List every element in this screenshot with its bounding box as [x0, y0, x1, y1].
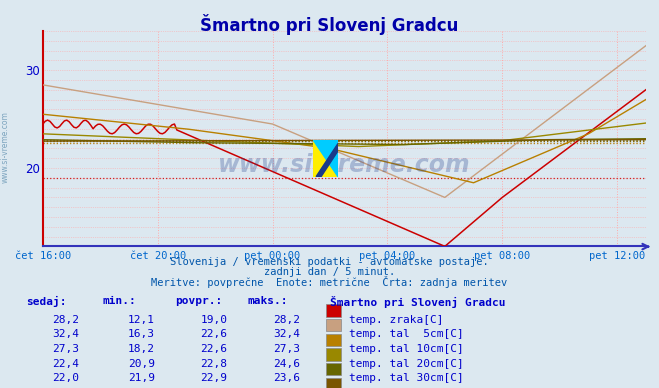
Polygon shape: [313, 140, 338, 177]
Text: 21,9: 21,9: [128, 373, 155, 383]
FancyBboxPatch shape: [326, 348, 341, 361]
Text: 20,9: 20,9: [128, 359, 155, 369]
Text: Meritve: povprečne  Enote: metrične  Črta: zadnja meritev: Meritve: povprečne Enote: metrične Črta:…: [152, 276, 507, 288]
Text: Šmartno pri Slovenj Gradcu: Šmartno pri Slovenj Gradcu: [330, 296, 505, 308]
FancyBboxPatch shape: [326, 319, 341, 331]
Text: 27,3: 27,3: [52, 344, 79, 354]
FancyBboxPatch shape: [326, 378, 341, 388]
Text: temp. tal 20cm[C]: temp. tal 20cm[C]: [349, 359, 463, 369]
Text: 27,3: 27,3: [273, 344, 300, 354]
Text: 28,2: 28,2: [52, 315, 79, 325]
Text: povpr.:: povpr.:: [175, 296, 222, 306]
Text: 19,0: 19,0: [200, 315, 227, 325]
Text: maks.:: maks.:: [247, 296, 287, 306]
Text: 22,6: 22,6: [200, 344, 227, 354]
Text: 22,8: 22,8: [200, 359, 227, 369]
Text: 18,2: 18,2: [128, 344, 155, 354]
Text: min.:: min.:: [102, 296, 136, 306]
Polygon shape: [313, 140, 338, 177]
Text: www.si-vreme.com: www.si-vreme.com: [218, 152, 471, 177]
Text: 24,6: 24,6: [273, 359, 300, 369]
Text: sedaj:: sedaj:: [26, 296, 67, 307]
Text: 32,4: 32,4: [273, 329, 300, 340]
FancyBboxPatch shape: [326, 334, 341, 346]
Text: 22,0: 22,0: [52, 373, 79, 383]
Text: 22,4: 22,4: [52, 359, 79, 369]
Text: www.si-vreme.com: www.si-vreme.com: [1, 111, 10, 184]
Text: 23,6: 23,6: [273, 373, 300, 383]
Text: temp. tal 10cm[C]: temp. tal 10cm[C]: [349, 344, 463, 354]
Text: 22,6: 22,6: [200, 329, 227, 340]
Text: temp. tal 30cm[C]: temp. tal 30cm[C]: [349, 373, 463, 383]
Polygon shape: [316, 144, 338, 177]
FancyBboxPatch shape: [326, 363, 341, 376]
Text: temp. zraka[C]: temp. zraka[C]: [349, 315, 443, 325]
Text: 12,1: 12,1: [128, 315, 155, 325]
FancyBboxPatch shape: [326, 304, 341, 317]
Text: Slovenija / vremenski podatki - avtomatske postaje.: Slovenija / vremenski podatki - avtomats…: [170, 257, 489, 267]
Text: 28,2: 28,2: [273, 315, 300, 325]
Text: temp. tal  5cm[C]: temp. tal 5cm[C]: [349, 329, 463, 340]
Text: zadnji dan / 5 minut.: zadnji dan / 5 minut.: [264, 267, 395, 277]
Text: 22,9: 22,9: [200, 373, 227, 383]
Text: 32,4: 32,4: [52, 329, 79, 340]
Text: Šmartno pri Slovenj Gradcu: Šmartno pri Slovenj Gradcu: [200, 14, 459, 35]
Text: 16,3: 16,3: [128, 329, 155, 340]
